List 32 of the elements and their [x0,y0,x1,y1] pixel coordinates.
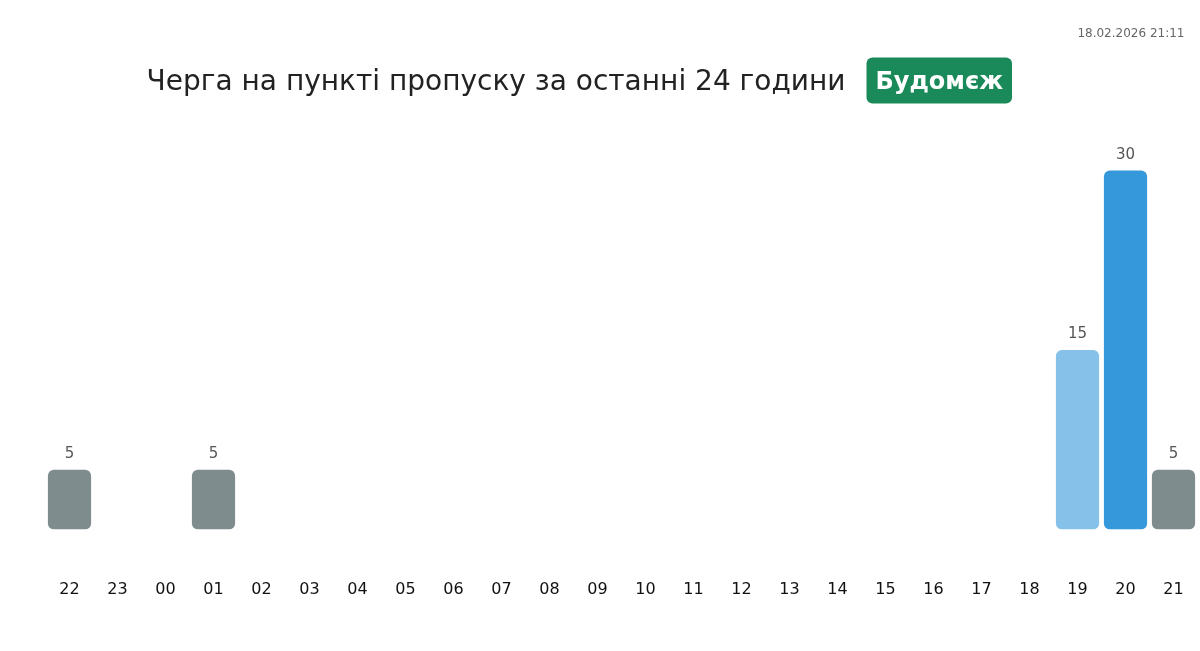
x-tick-label: 14 [827,578,848,598]
text: 18.02.2026 21:11 [1077,25,1185,40]
x-tick-label: 15 [875,578,896,598]
x-tick-label: 17 [971,578,992,598]
x-tick-label: 11 [683,578,704,598]
data-label: 30 [1115,144,1136,163]
x-tick-label: 00 [155,578,176,598]
x-tick-label: 09 [587,578,608,598]
x-tick-label: 12 [731,578,752,598]
x-tick-label: 21 [1163,578,1184,598]
data-label: 5 [64,443,75,462]
x-tick-label: 10 [635,578,656,598]
x-tick-label: 05 [395,578,416,598]
x-tick-label: 18 [1019,578,1040,598]
x-tick-label: 03 [299,578,320,598]
x-tick-label: 07 [491,578,512,598]
x-tick-label: 13 [779,578,800,598]
chart-title: Черга на пункті пропуску за останні 24 години [146,64,846,97]
x-tick-label: 22 [59,578,80,598]
x-tick-label: 23 [107,578,128,598]
x-tick-label: 06 [443,578,464,598]
x-tick-label: 01 [203,578,224,598]
chart-subtitle: Будомєж [875,66,1004,95]
x-tick-label: 19 [1067,578,1088,598]
x-tick-label: 02 [251,578,272,598]
data-label: 15 [1067,324,1088,342]
data-label: 5 [208,443,219,462]
x-tick-label: 16 [923,578,944,598]
x-tick-label: 04 [347,578,368,598]
data-label: 5 [1168,443,1179,462]
x-tick-label: 20 [1115,578,1136,598]
x-tick-label: 08 [539,578,560,598]
